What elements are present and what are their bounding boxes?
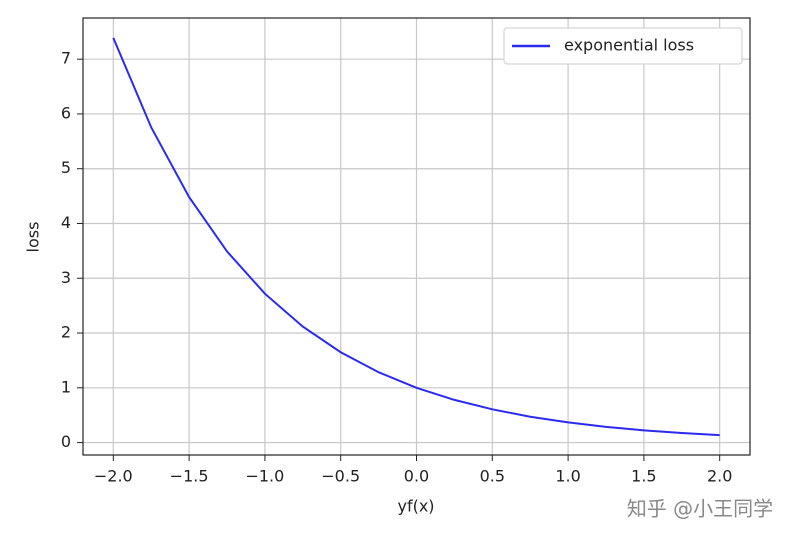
watermark: 知乎 @小王同学: [627, 497, 773, 521]
data-line: [112, 37, 720, 437]
plot-frame: [82, 17, 751, 456]
y-tick-label: 2: [61, 323, 71, 342]
x-tick-label: 2.0: [707, 467, 732, 486]
x-tick-label: 0.5: [480, 467, 505, 486]
y-axis-label: loss: [24, 222, 43, 253]
y-tick-label: 7: [61, 49, 71, 68]
x-tick-label: 1.5: [631, 467, 656, 486]
y-tick-label: 1: [61, 377, 71, 396]
y-tick-label: 0: [61, 432, 71, 451]
x-tick-label: −1.0: [245, 467, 284, 486]
x-tick-label: −0.5: [321, 467, 360, 486]
x-axis-label: yf(x): [397, 497, 434, 516]
x-tick-label: 0.0: [404, 467, 429, 486]
y-tick-label: 4: [61, 213, 71, 232]
x-tick-label: −1.5: [170, 467, 209, 486]
y-tick-label: 6: [61, 103, 71, 122]
x-tick-label: −2.0: [94, 467, 133, 486]
legend-label: exponential loss: [564, 36, 694, 55]
y-tick-label: 3: [61, 268, 71, 287]
y-tick-label: 5: [61, 158, 71, 177]
x-tick-label: 1.0: [555, 467, 580, 486]
legend-box: [503, 27, 743, 65]
